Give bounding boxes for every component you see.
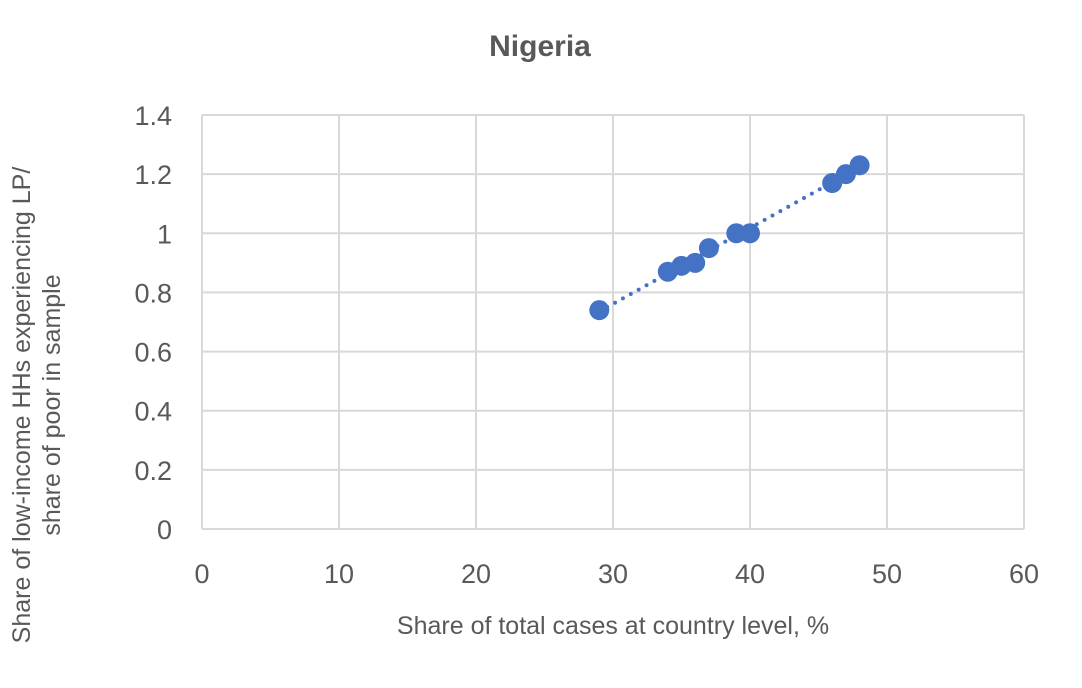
x-tick-label: 10: [324, 559, 354, 589]
data-point: [698, 238, 719, 259]
y-tick-label: 1: [157, 219, 172, 249]
chart-title: Nigeria: [489, 30, 591, 63]
data-point: [740, 223, 760, 244]
data-point: [726, 223, 747, 244]
tick-labels: 0 0.2 0.4 0.6 0.8 1 1.2 1.4 0 10 20 30 40 50 60: [134, 101, 1039, 589]
x-tick-label: 50: [872, 559, 902, 589]
x-tick-label: 40: [735, 559, 765, 589]
x-tick-label: 60: [1009, 559, 1039, 589]
y-tick-label: 0: [157, 515, 172, 545]
x-tick-label: 0: [194, 559, 209, 589]
y-tick-label: 1.4: [134, 101, 172, 131]
y-axis-title: Share of low-income HHs experiencing LP/…: [8, 167, 66, 644]
y-tick-label: 0.2: [134, 456, 172, 486]
y-tick-label: 0.6: [134, 338, 172, 368]
data-points: [589, 155, 870, 321]
data-point: [589, 300, 610, 321]
y-axis-title-line-1: Share of low-income HHs experiencing LP/: [8, 167, 36, 644]
y-axis-title-line-2: share of poor in sample: [38, 274, 66, 535]
data-point: [685, 252, 706, 273]
y-tick-label: 0.4: [134, 397, 172, 427]
data-point: [849, 155, 870, 176]
x-axis-title: Share of total cases at country level, %: [397, 612, 829, 640]
x-tick-label: 30: [598, 559, 628, 589]
grid: [201, 114, 1025, 530]
x-tick-label: 20: [461, 559, 491, 589]
y-tick-label: 1.2: [134, 160, 172, 190]
y-tick-label: 0.8: [134, 278, 172, 308]
